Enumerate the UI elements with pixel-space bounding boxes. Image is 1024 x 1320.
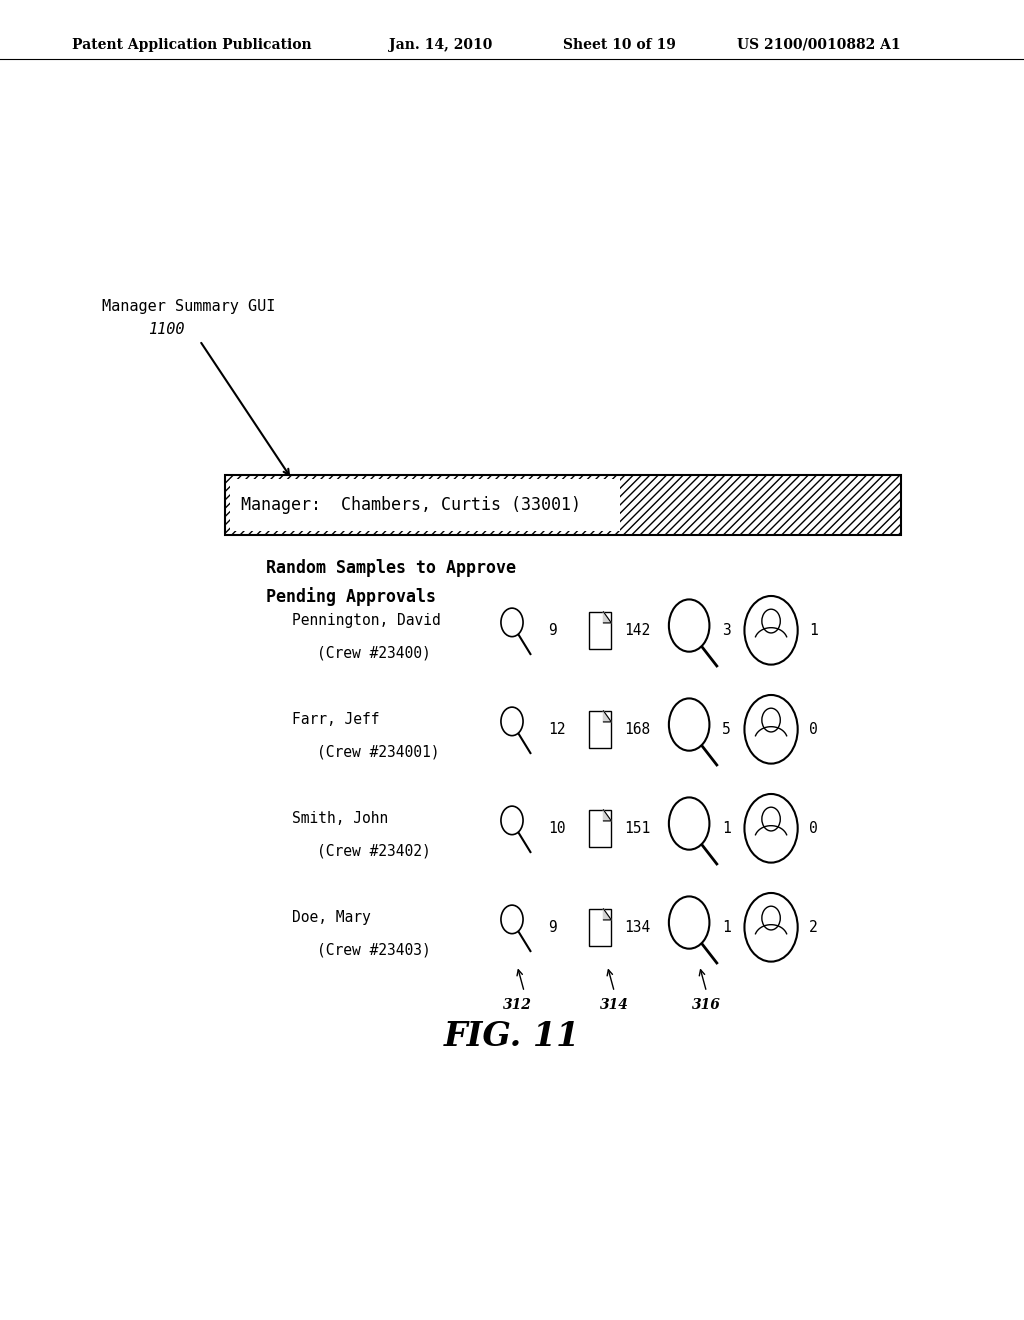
Bar: [589, 809, 611, 847]
Text: 314: 314: [600, 998, 629, 1012]
Text: 312: 312: [503, 998, 531, 1012]
Bar: [230, 479, 620, 531]
Text: 2: 2: [809, 920, 818, 935]
Text: 9: 9: [548, 920, 557, 935]
Polygon shape: [603, 809, 611, 821]
Text: Farr, Jeff: Farr, Jeff: [292, 711, 379, 727]
Text: Sheet 10 of 19: Sheet 10 of 19: [563, 38, 676, 51]
Bar: [589, 611, 611, 648]
Text: Pending Approvals: Pending Approvals: [266, 587, 436, 606]
Text: Doe, Mary: Doe, Mary: [292, 909, 371, 925]
Text: 5: 5: [722, 722, 731, 737]
Text: (Crew #23403): (Crew #23403): [317, 942, 431, 958]
Polygon shape: [603, 908, 611, 920]
Text: (Crew #23402): (Crew #23402): [317, 843, 431, 859]
Text: 12: 12: [548, 722, 565, 737]
Text: 9: 9: [548, 623, 557, 638]
Text: 3: 3: [722, 623, 731, 638]
Text: 142: 142: [625, 623, 651, 638]
Text: 168: 168: [625, 722, 651, 737]
Polygon shape: [603, 710, 611, 722]
Text: US 2100/0010882 A1: US 2100/0010882 A1: [737, 38, 901, 51]
Text: 1: 1: [809, 623, 818, 638]
Text: 10: 10: [548, 821, 565, 836]
Bar: [589, 908, 611, 945]
Text: 0: 0: [809, 722, 818, 737]
Text: Patent Application Publication: Patent Application Publication: [72, 38, 311, 51]
Text: 134: 134: [625, 920, 651, 935]
Text: (Crew #23400): (Crew #23400): [317, 645, 431, 661]
Text: 1100: 1100: [148, 322, 185, 338]
Bar: [225, 475, 901, 535]
Polygon shape: [603, 611, 611, 623]
Bar: [589, 710, 611, 747]
Text: Random Samples to Approve: Random Samples to Approve: [266, 558, 516, 577]
Text: 151: 151: [625, 821, 651, 836]
Text: 316: 316: [692, 998, 721, 1012]
Text: (Crew #234001): (Crew #234001): [317, 744, 440, 760]
Text: Jan. 14, 2010: Jan. 14, 2010: [389, 38, 493, 51]
Text: 1: 1: [722, 821, 731, 836]
Text: Manager:  Chambers, Curtis (33001): Manager: Chambers, Curtis (33001): [241, 496, 581, 513]
Text: Manager Summary GUI: Manager Summary GUI: [102, 298, 275, 314]
Text: Pennington, David: Pennington, David: [292, 612, 440, 628]
Text: Smith, John: Smith, John: [292, 810, 388, 826]
Text: 0: 0: [809, 821, 818, 836]
Bar: [225, 475, 901, 535]
Text: FIG. 11: FIG. 11: [443, 1019, 581, 1053]
Text: 1: 1: [722, 920, 731, 935]
